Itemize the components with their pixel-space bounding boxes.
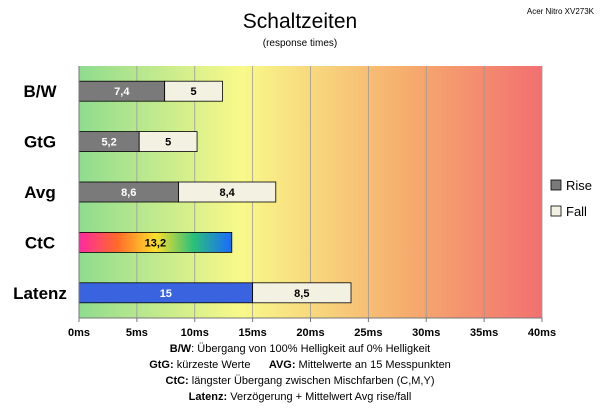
legend-label-fall: Fall — [566, 204, 587, 219]
category-label-bw: B/W — [23, 82, 57, 101]
category-label-ctc: CtC — [25, 233, 55, 252]
x-tick-label-20: 20ms — [296, 327, 324, 339]
data-label-fall-latenz: 8,5 — [294, 288, 309, 300]
x-tick-label-30: 30ms — [412, 327, 440, 339]
legend-swatch-rise — [550, 179, 562, 191]
bar-fall-avg — [178, 181, 277, 203]
category-label-gtg: GtG — [24, 133, 56, 152]
data-label-rise-bw: 7,4 — [114, 86, 130, 98]
footer-line-ctc: CtC: längster Übergang zwischen Mischfar… — [165, 375, 435, 387]
data-label-fall-gtg: 5 — [165, 137, 171, 149]
bar-fall-latenz — [252, 282, 352, 304]
chart-subtitle: (response times) — [263, 38, 337, 49]
data-label-rise-latenz: 15 — [160, 288, 172, 300]
footer-line-gtg-avg: GtG: kürzeste Werte AVG: Mittelwerte an … — [149, 359, 451, 371]
x-tick-label-35: 35ms — [470, 327, 498, 339]
legend-swatch-fall — [550, 205, 562, 217]
x-tick-label-25: 25ms — [354, 327, 382, 339]
bar-fall-gtg — [138, 131, 198, 153]
category-label-avg: Avg — [24, 183, 56, 202]
data-label-fall-avg: 8,4 — [220, 187, 236, 199]
footer-line-latenz: Latenz: Verzögerung + Mittelwert Avg ris… — [188, 391, 412, 403]
x-tick-label-15: 15ms — [239, 327, 267, 339]
chart-title: Schaltzeiten — [243, 10, 357, 33]
response-time-chart: Schaltzeiten (response times) Acer Nitro… — [13, 7, 595, 339]
category-label-latenz: Latenz — [13, 284, 67, 303]
bar-fall-bw — [164, 80, 223, 102]
data-label-fall-bw: 5 — [191, 86, 197, 98]
x-tick-label-0: 0ms — [68, 327, 90, 339]
data-label-rise-ctc: 13,2 — [145, 237, 166, 249]
legend-label-rise: Rise — [566, 178, 592, 193]
x-tick-label-10: 10ms — [181, 327, 209, 339]
monitor-label: Acer Nitro XV273K — [527, 7, 595, 16]
footer-line-bw: B/W: Übergang von 100% Helligkeit auf 0%… — [169, 343, 431, 355]
data-label-rise-gtg: 5,2 — [101, 137, 116, 149]
x-tick-label-5: 5ms — [126, 327, 148, 339]
x-tick-label-40: 40ms — [528, 327, 556, 339]
data-label-rise-avg: 8,6 — [121, 187, 136, 199]
